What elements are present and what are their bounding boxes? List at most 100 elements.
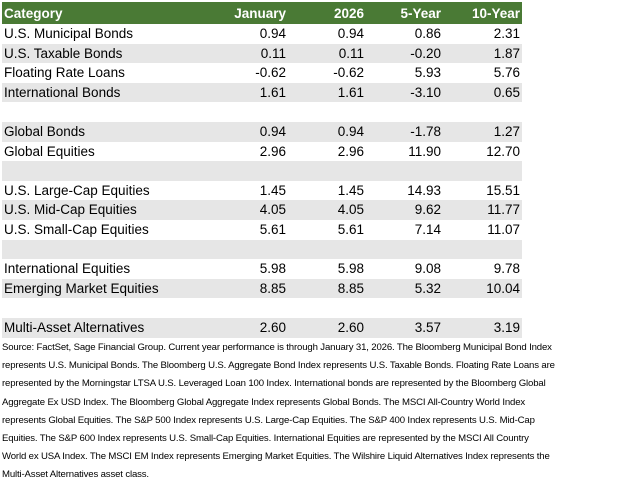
value-cell: -0.62	[255, 65, 286, 81]
source-line: Aggregate Ex USD Index. The Bloomberg Gl…	[2, 396, 526, 408]
value-cell	[443, 239, 522, 260]
source-line: World ex USA Index. The MSCI EM Index re…	[2, 451, 550, 463]
value-cell: 4.05	[192, 200, 288, 220]
returns-table-container: Category January 2026 5-Year 10-Year U.S…	[2, 2, 522, 338]
value-cell	[192, 161, 288, 181]
value-cell: 11.07	[487, 221, 520, 237]
value-cell: -0.20	[366, 43, 443, 64]
category-cell: U.S. Small-Cap Equities	[4, 221, 149, 237]
value-cell: 15.51	[486, 182, 520, 198]
source-line: represented by the Morningstar LTSA U.S.…	[2, 378, 546, 390]
value-cell	[192, 298, 288, 318]
category-cell: International Equities	[4, 261, 131, 277]
header-2026: 2026	[288, 2, 366, 24]
category-cell: U.S. Taxable Bonds	[2, 43, 192, 64]
value-cell	[366, 161, 443, 181]
value-cell: 1.45	[337, 182, 364, 198]
value-cell	[443, 298, 522, 318]
table-row: Floating Rate Loans -0.62 -0.62 5.93 5.76	[2, 63, 522, 83]
category-cell: U.S. Mid-Cap Equities	[2, 200, 192, 220]
table-row: U.S. Large-Cap Equities 1.45 1.45 14.93 15.5…	[2, 181, 522, 201]
value-cell: 7.14	[414, 221, 441, 237]
value-cell: 2.96	[259, 143, 286, 159]
value-cell: 5.98	[259, 261, 286, 277]
value-cell: 5.61	[259, 221, 286, 237]
value-cell	[443, 161, 522, 181]
value-cell	[288, 298, 366, 318]
value-cell: 3.57	[366, 317, 443, 338]
table-row: Emerging Market Equities 8.85 8.85 5.32 10.0…	[2, 278, 522, 299]
value-cell: 0.94	[259, 26, 286, 41]
value-cell: 12.70	[486, 143, 520, 159]
value-cell: 2.96	[337, 143, 364, 159]
value-cell	[288, 161, 366, 181]
table-row: Multi-Asset Alternatives 2.60 2.60 3.57 3.19	[2, 317, 522, 338]
category-cell	[2, 102, 192, 122]
value-cell	[192, 239, 288, 260]
category-cell: U.S. Large-Cap Equities	[4, 182, 150, 198]
value-cell: 11.77	[443, 200, 522, 220]
category-cell: Global Bonds	[2, 121, 192, 142]
category-cell: Emerging Market Equities	[2, 278, 192, 299]
value-cell: 2.60	[192, 317, 288, 338]
category-cell: U.S. Municipal Bonds	[4, 26, 134, 41]
table-row: U.S. Municipal Bonds 0.94 0.94 0.86 2.31	[2, 24, 522, 44]
category-cell: Multi-Asset Alternatives	[2, 317, 192, 338]
source-line: Equities. The S&P 600 Index represents U…	[2, 433, 529, 445]
source-note: Source: FactSet, Sage Financial Group. C…	[2, 339, 622, 485]
header-10-year: 10-Year	[443, 2, 522, 24]
value-cell: 5.76	[493, 65, 520, 81]
value-cell: 10.04	[443, 278, 522, 299]
value-cell: 5.61	[337, 221, 364, 237]
value-cell: 3.19	[443, 317, 522, 338]
returns-table: Category January 2026 5-Year 10-Year U.S…	[2, 2, 522, 338]
source-line: Source: FactSet, Sage Financial Group. C…	[2, 342, 552, 353]
table-row: U.S. Mid-Cap Equities 4.05 4.05 9.62 11.77	[2, 200, 522, 220]
value-cell: -1.78	[366, 121, 443, 142]
category-cell	[2, 239, 192, 260]
value-cell: -0.62	[333, 65, 364, 81]
category-cell	[2, 298, 192, 318]
source-line: represents U.S. Municipal Bonds. The Blo…	[2, 360, 555, 372]
header-row: Category January 2026 5-Year 10-Year	[2, 2, 522, 24]
value-cell: 9.62	[366, 200, 443, 220]
category-cell: Floating Rate Loans	[4, 65, 125, 81]
value-cell: 2.60	[288, 317, 366, 338]
header-january: January	[192, 2, 288, 24]
value-cell: 1.61	[288, 82, 366, 103]
value-cell: 0.86	[414, 26, 441, 41]
category-cell: International Bonds	[2, 82, 192, 103]
value-cell: 1.45	[259, 182, 286, 198]
source-line: Multi-Asset Alternatives asset class.	[2, 469, 149, 481]
value-cell: 4.05	[288, 200, 366, 220]
table-row: Global Bonds 0.94 0.94 -1.78 1.27	[2, 121, 522, 142]
value-cell: 0.94	[192, 121, 288, 142]
value-cell	[366, 102, 443, 122]
value-cell	[288, 102, 366, 122]
value-cell: 9.08	[414, 261, 441, 277]
value-cell: 5.93	[414, 65, 441, 81]
spacer-row	[2, 239, 522, 260]
value-cell: 0.94	[337, 26, 364, 41]
source-line: represents Global Equities. The S&P 500 …	[2, 414, 535, 426]
value-cell: 5.98	[337, 261, 364, 277]
value-cell: 8.85	[192, 278, 288, 299]
category-cell	[2, 161, 192, 181]
value-cell	[288, 239, 366, 260]
value-cell: 1.87	[443, 43, 522, 64]
value-cell	[366, 239, 443, 260]
value-cell: 0.11	[288, 43, 366, 64]
value-cell: 2.31	[493, 26, 520, 41]
table-row: Global Equities 2.96 2.96 11.90 12.70	[2, 142, 522, 162]
spacer-row	[2, 298, 522, 318]
value-cell: 11.90	[408, 143, 441, 159]
value-cell: 0.11	[192, 43, 288, 64]
value-cell: 0.65	[443, 82, 522, 103]
value-cell: 8.85	[288, 278, 366, 299]
value-cell: 1.27	[443, 121, 522, 142]
value-cell	[443, 102, 522, 122]
value-cell	[192, 102, 288, 122]
table-row: International Bonds 1.61 1.61 -3.10 0.65	[2, 82, 522, 103]
header-5-year: 5-Year	[366, 2, 443, 24]
table-row: U.S. Taxable Bonds 0.11 0.11 -0.20 1.87	[2, 43, 522, 64]
